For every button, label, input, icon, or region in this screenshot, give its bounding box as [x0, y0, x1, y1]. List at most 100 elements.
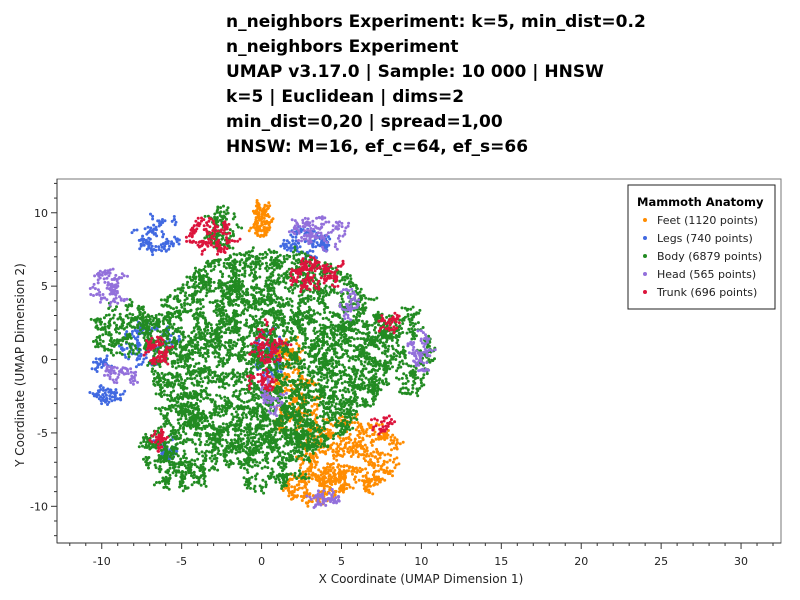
scatter-point	[269, 302, 272, 306]
scatter-point	[244, 370, 248, 374]
scatter-point	[331, 390, 335, 394]
scatter-point	[342, 475, 346, 479]
scatter-point	[257, 256, 261, 260]
scatter-point	[296, 284, 300, 288]
scatter-point	[255, 283, 259, 287]
scatter-point	[334, 324, 337, 328]
scatter-point	[351, 467, 355, 471]
scatter-point	[307, 472, 311, 476]
scatter-point	[358, 350, 362, 354]
scatter-point	[309, 437, 313, 441]
scatter-point	[378, 456, 382, 460]
scatter-point	[186, 377, 189, 380]
scatter-point	[329, 329, 333, 333]
scatter-point	[290, 492, 294, 496]
scatter-point	[153, 377, 156, 380]
scatter-point	[222, 261, 226, 265]
scatter-point	[272, 289, 276, 293]
scatter-point	[287, 491, 291, 495]
scatter-point	[257, 213, 261, 217]
scatter-point	[258, 267, 262, 271]
y-tick-label: 0	[41, 354, 48, 367]
scatter-point	[371, 402, 375, 406]
scatter-point	[339, 407, 343, 411]
scatter-point	[252, 331, 256, 335]
scatter-point	[209, 335, 213, 339]
scatter-point	[104, 388, 108, 392]
scatter-point	[296, 362, 300, 366]
scatter-point	[199, 389, 203, 392]
scatter-point	[177, 238, 181, 242]
scatter-point	[304, 485, 307, 489]
scatter-point	[350, 388, 354, 392]
scatter-point	[340, 393, 344, 397]
scatter-point	[349, 438, 353, 442]
scatter-point	[227, 302, 231, 306]
x-tick-label: 20	[574, 555, 588, 568]
scatter-point	[152, 248, 156, 251]
scatter-point	[321, 295, 325, 299]
scatter-point	[335, 351, 339, 355]
scatter-point	[361, 436, 365, 440]
scatter-point	[97, 393, 100, 397]
scatter-point	[329, 463, 333, 466]
scatter-point	[340, 297, 344, 301]
scatter-point	[161, 242, 165, 246]
scatter-point	[347, 441, 351, 444]
scatter-point	[125, 346, 129, 350]
scatter-point	[232, 298, 236, 302]
scatter-point	[226, 341, 230, 345]
scatter-point	[395, 438, 399, 442]
scatter-point	[361, 445, 364, 448]
scatter-point	[154, 314, 158, 317]
scatter-point	[293, 379, 297, 383]
scatter-point	[300, 406, 304, 410]
scatter-point	[248, 305, 251, 309]
scatter-point	[140, 362, 143, 366]
scatter-point	[302, 393, 306, 397]
scatter-point	[230, 269, 233, 273]
scatter-point	[170, 340, 174, 344]
scatter-point	[328, 285, 332, 289]
scatter-point	[365, 446, 369, 450]
scatter-point	[223, 395, 227, 399]
scatter-point	[157, 362, 161, 366]
scatter-point	[261, 256, 265, 260]
scatter-point	[134, 337, 137, 340]
scatter-point	[286, 326, 289, 329]
scatter-point	[131, 330, 134, 333]
scatter-point	[345, 469, 349, 473]
scatter-point	[96, 362, 100, 366]
scatter-point	[210, 344, 214, 348]
scatter-point	[144, 241, 148, 245]
scatter-point	[285, 353, 289, 357]
scatter-point	[179, 326, 183, 330]
chart-subtitle-1: n_neighbors Experiment	[226, 37, 459, 57]
scatter-point	[289, 336, 293, 340]
series-2-points	[89, 204, 437, 495]
scatter-point	[285, 360, 289, 363]
scatter-point	[152, 326, 156, 329]
scatter-point	[136, 344, 140, 348]
scatter-point	[284, 242, 288, 246]
scatter-point	[298, 403, 302, 407]
scatter-point	[94, 367, 98, 371]
scatter-point	[342, 469, 346, 472]
scatter-point	[325, 335, 329, 339]
scatter-point	[332, 366, 336, 370]
scatter-point	[235, 375, 239, 379]
scatter-point	[398, 442, 402, 446]
scatter-point	[375, 482, 379, 486]
scatter-point	[357, 440, 361, 444]
scatter-point	[362, 447, 366, 451]
scatter-point	[285, 239, 289, 243]
scatter-point	[272, 251, 276, 255]
scatter-point	[199, 346, 203, 350]
scatter-point	[192, 282, 196, 286]
scatter-point	[317, 378, 321, 382]
scatter-point	[300, 297, 304, 301]
scatter-point	[169, 242, 173, 246]
scatter-point	[343, 480, 347, 484]
scatter-point	[364, 398, 368, 402]
scatter-point	[388, 458, 392, 462]
